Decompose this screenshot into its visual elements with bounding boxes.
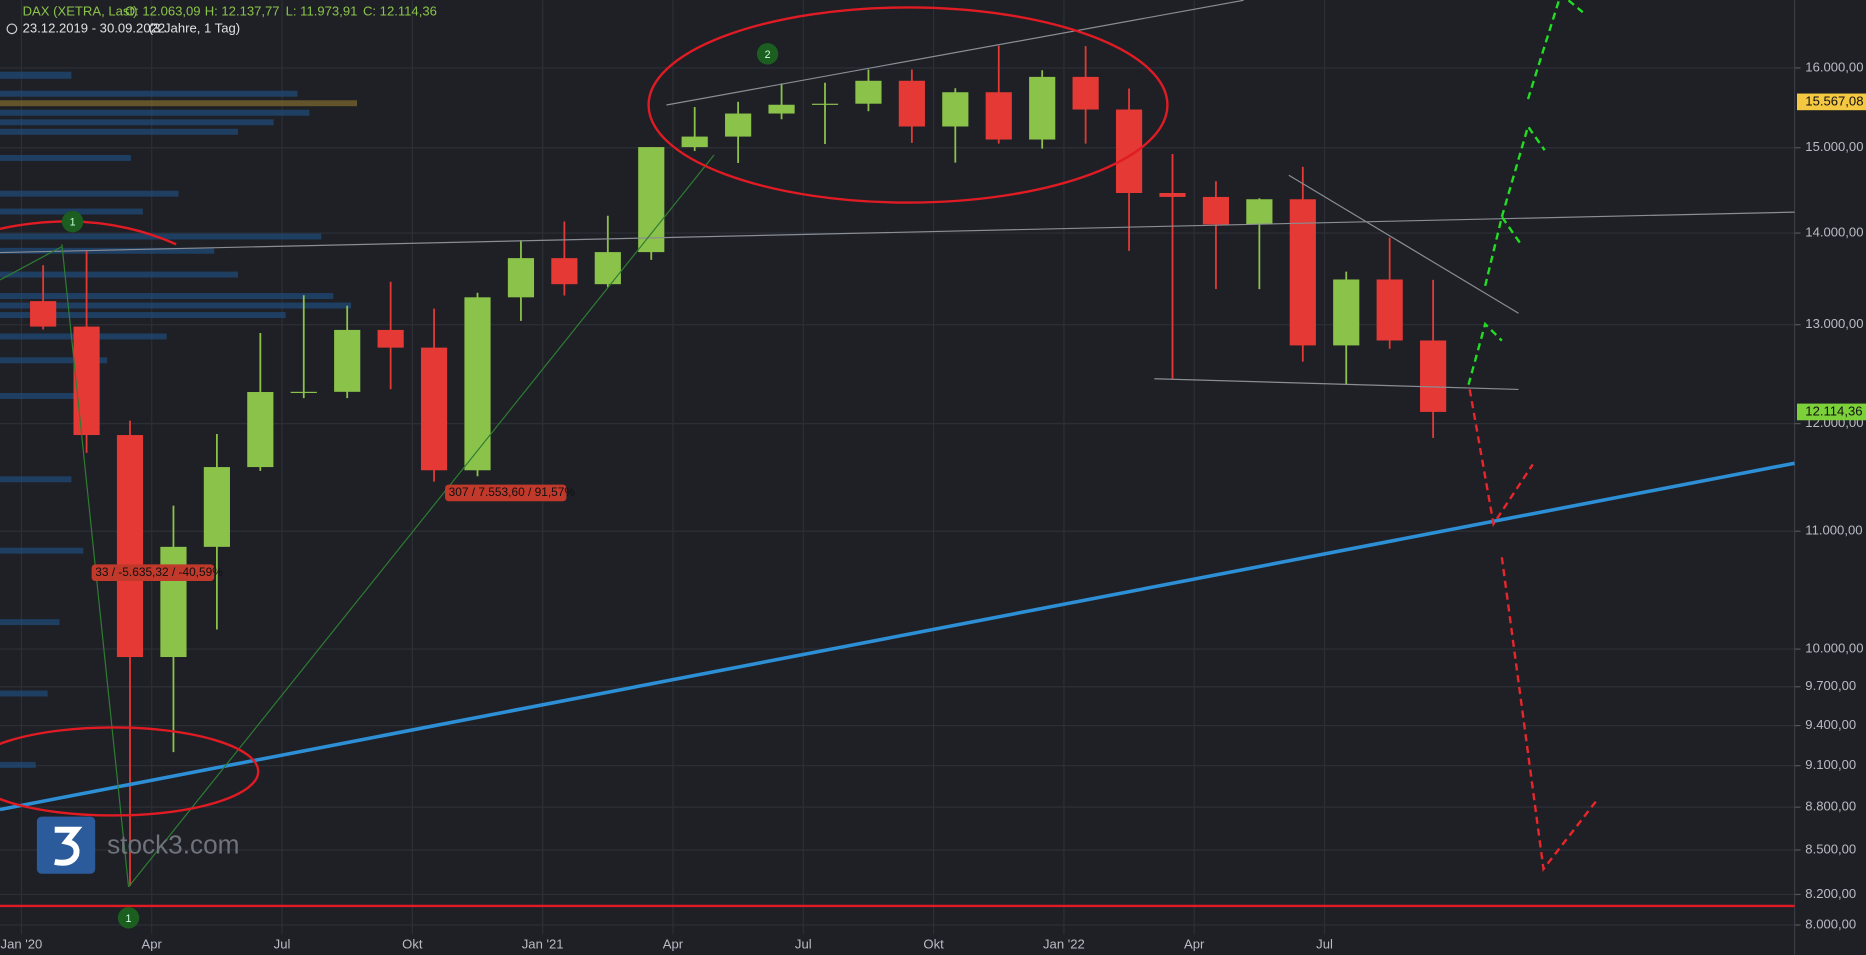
candle-body [1420, 340, 1447, 412]
candles [30, 45, 1447, 887]
x-tick-label: Okt [923, 937, 944, 952]
candle-body [681, 136, 708, 148]
candle-body [116, 435, 144, 658]
candle-body [203, 467, 230, 547]
candle-body [247, 392, 274, 468]
candle-body [898, 80, 925, 127]
ohlc-open: O: 12.063,09 [125, 4, 201, 19]
x-tick-label: Jan '20 [1, 937, 43, 952]
price-label-box [1796, 93, 1866, 111]
x-tick-label: Apr [142, 937, 163, 952]
x-tick-label: Apr [663, 937, 684, 952]
x-tick-label: Apr [1184, 937, 1205, 952]
x-tick-label: Okt [402, 937, 423, 952]
drawings [0, 0, 1795, 908]
annotation-box [91, 564, 215, 582]
candle-body [334, 329, 361, 392]
candle-body [1072, 76, 1099, 110]
candle-body [594, 252, 621, 285]
candle-body [73, 326, 100, 436]
candle-body [551, 258, 578, 285]
x-tick-label: Jul [274, 937, 291, 952]
candle-body [638, 147, 665, 253]
candle-body [985, 92, 1012, 140]
y-tick-label: 9.100,00 [1805, 757, 1856, 772]
y-tick-label: 9.700,00 [1805, 678, 1856, 693]
x-tick-label: Jan '21 [522, 937, 564, 952]
price-label: 15.567,08 [1805, 93, 1863, 108]
candle-body [725, 113, 752, 137]
candle-body [855, 80, 882, 104]
y-tick-label: 13.000,00 [1805, 316, 1863, 331]
logo [36, 816, 96, 874]
ohlc-low: L: 11.973,91 [286, 4, 358, 19]
candle-body [160, 546, 187, 658]
x-tick-label: Jul [1316, 937, 1333, 952]
ohlc-close: C: 12.114,36 [363, 4, 437, 19]
candle-body [1376, 279, 1403, 341]
watermark: stock3.com [107, 829, 239, 859]
candle-body [1246, 199, 1273, 225]
marker [61, 210, 84, 233]
candle-body [1159, 192, 1186, 197]
logo-glyph [54, 826, 83, 866]
y-tick-label: 11.000,00 [1805, 523, 1862, 538]
y-tick-label: 16.000,00 [1805, 59, 1863, 74]
candle-body [377, 329, 404, 348]
overlay: stock3.com 307 / 7.553,60 / 91,57% 33 / … [1, 4, 1866, 952]
marker-label: 1 [70, 217, 76, 229]
candle-body [1029, 76, 1056, 140]
date-range: 23.12.2019 - 30.09.2022 [23, 20, 166, 35]
candle-body [1289, 199, 1316, 346]
candle-body [811, 103, 839, 105]
marker [756, 43, 779, 65]
marker [117, 907, 140, 929]
y-tick-label: 8.500,00 [1805, 841, 1856, 856]
candle-body [290, 391, 317, 394]
candle-body [30, 301, 57, 327]
y-tick-label: 8.200,00 [1805, 886, 1856, 901]
y-tick-label: 8.800,00 [1805, 799, 1856, 814]
x-tick-label: Jan '22 [1043, 937, 1085, 952]
x-tick-label: Jul [795, 937, 812, 952]
annotation: 33 / -5.635,32 / -40,59% [95, 565, 223, 579]
annotation: 307 / 7.553,60 / 91,57% [449, 485, 576, 499]
ohlc-high: H: 12.137,77 [205, 4, 280, 19]
y-tick-label: 9.400,00 [1805, 717, 1856, 732]
candle-body [942, 92, 969, 127]
date-span: (3 Jahre, 1 Tag) [149, 20, 240, 35]
candle-body [1333, 279, 1360, 346]
clock-icon [6, 23, 18, 35]
symbol: DAX (XETRA, Last) [23, 4, 138, 19]
y-tick-label: 15.000,00 [1805, 139, 1863, 154]
y-tick-label: 14.000,00 [1805, 225, 1863, 240]
y-tick-label: 10.000,00 [1805, 641, 1863, 656]
marker-label: 1 [126, 913, 132, 925]
price-label-box [1796, 403, 1866, 421]
candle-body [464, 297, 491, 471]
annotation-box [445, 484, 567, 502]
price-label: 12.114,36 [1805, 403, 1862, 418]
y-tick-label: 8.000,00 [1805, 916, 1856, 931]
candle-body [420, 347, 448, 471]
candle-body [768, 104, 795, 114]
marker-label: 2 [765, 49, 771, 61]
grid [0, 0, 1801, 935]
candle-body [507, 258, 535, 298]
candle-body [1202, 196, 1230, 225]
